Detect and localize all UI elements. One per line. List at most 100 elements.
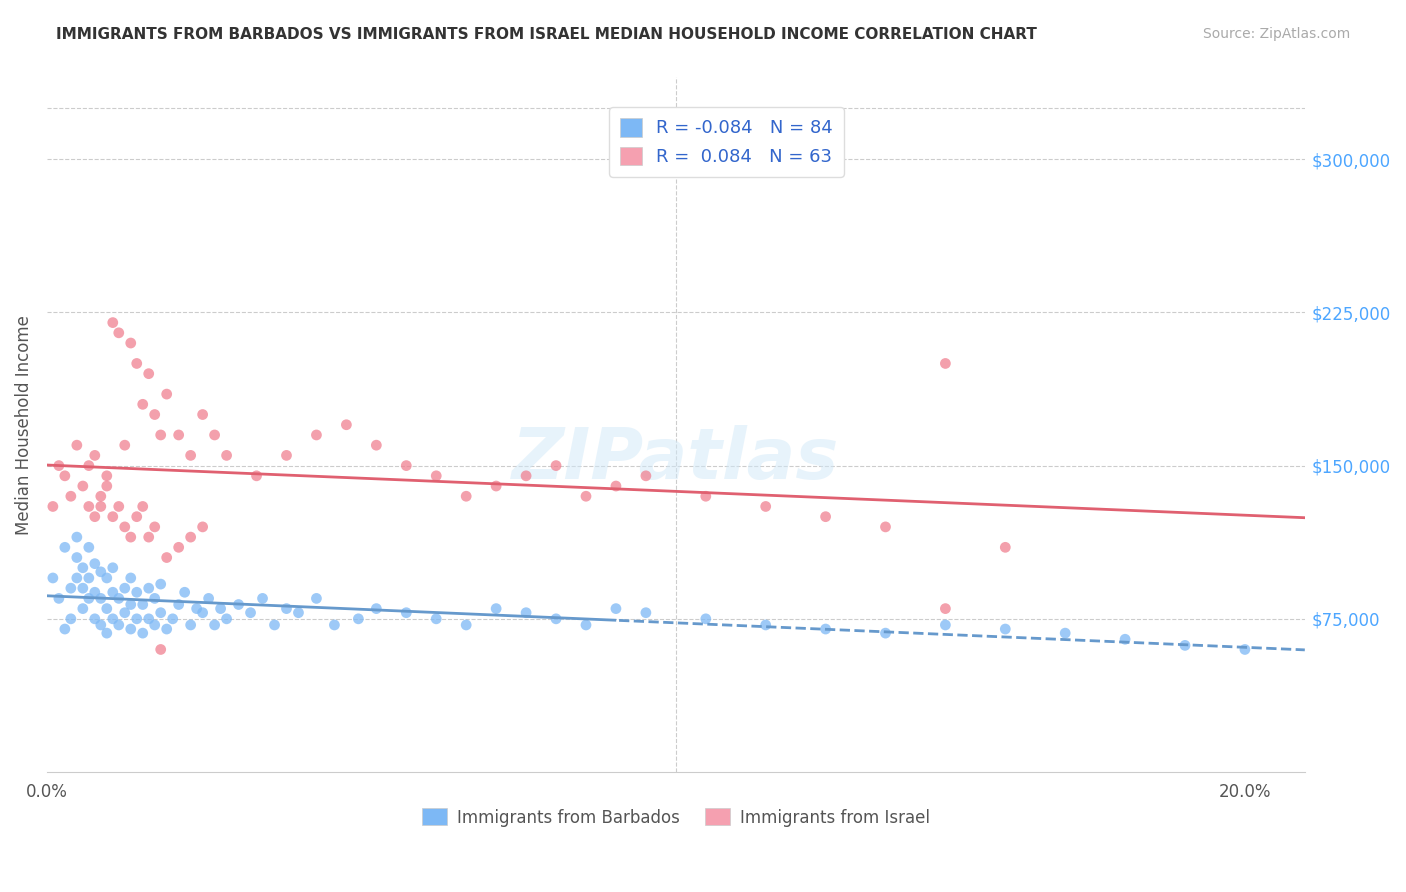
Point	[287, 606, 309, 620]
Point	[994, 541, 1017, 555]
Point	[252, 591, 274, 606]
Point	[755, 500, 778, 514]
Point	[143, 591, 166, 606]
Point	[239, 606, 262, 620]
Point	[96, 468, 118, 483]
Point	[120, 598, 142, 612]
Point	[66, 550, 89, 565]
Y-axis label: Median Household Income: Median Household Income	[15, 315, 32, 534]
Point	[90, 565, 112, 579]
Point	[180, 618, 202, 632]
Point	[695, 612, 717, 626]
Point	[77, 458, 100, 473]
Point	[425, 468, 447, 483]
Point	[167, 428, 190, 442]
Point	[107, 500, 129, 514]
Point	[138, 530, 160, 544]
Point	[814, 622, 837, 636]
Point	[245, 468, 267, 483]
Point	[42, 500, 65, 514]
Point	[197, 591, 219, 606]
Point	[485, 479, 508, 493]
Point	[167, 541, 190, 555]
Point	[138, 612, 160, 626]
Point	[263, 618, 285, 632]
Point	[125, 612, 148, 626]
Point	[215, 449, 238, 463]
Point	[107, 326, 129, 340]
Point	[96, 626, 118, 640]
Point	[814, 509, 837, 524]
Point	[1114, 632, 1136, 647]
Point	[228, 598, 250, 612]
Point	[107, 591, 129, 606]
Point	[90, 618, 112, 632]
Point	[366, 438, 388, 452]
Point	[125, 356, 148, 370]
Point	[132, 598, 155, 612]
Text: IMMIGRANTS FROM BARBADOS VS IMMIGRANTS FROM ISRAEL MEDIAN HOUSEHOLD INCOME CORRE: IMMIGRANTS FROM BARBADOS VS IMMIGRANTS F…	[56, 27, 1038, 42]
Point	[143, 408, 166, 422]
Point	[456, 618, 478, 632]
Point	[335, 417, 357, 432]
Point	[107, 618, 129, 632]
Point	[149, 606, 172, 620]
Point	[544, 612, 567, 626]
Point	[1174, 639, 1197, 653]
Point	[66, 438, 89, 452]
Text: Source: ZipAtlas.com: Source: ZipAtlas.com	[1202, 27, 1350, 41]
Point	[72, 581, 94, 595]
Point	[96, 479, 118, 493]
Point	[544, 458, 567, 473]
Point	[634, 468, 657, 483]
Point	[90, 500, 112, 514]
Point	[305, 428, 328, 442]
Point	[83, 449, 105, 463]
Point	[66, 530, 89, 544]
Point	[575, 618, 598, 632]
Point	[83, 585, 105, 599]
Point	[305, 591, 328, 606]
Point	[215, 612, 238, 626]
Point	[366, 601, 388, 615]
Point	[77, 591, 100, 606]
Point	[156, 387, 179, 401]
Point	[77, 571, 100, 585]
Point	[120, 336, 142, 351]
Point	[695, 489, 717, 503]
Point	[934, 356, 956, 370]
Point	[90, 591, 112, 606]
Point	[515, 468, 537, 483]
Point	[90, 489, 112, 503]
Point	[101, 509, 124, 524]
Point	[191, 520, 214, 534]
Point	[132, 500, 155, 514]
Point	[323, 618, 346, 632]
Point	[125, 585, 148, 599]
Point	[575, 489, 598, 503]
Point	[132, 397, 155, 411]
Point	[875, 520, 897, 534]
Point	[77, 541, 100, 555]
Point	[191, 408, 214, 422]
Point	[96, 601, 118, 615]
Text: ZIPatlas: ZIPatlas	[512, 425, 839, 494]
Point	[425, 612, 447, 626]
Point	[83, 557, 105, 571]
Point	[209, 601, 232, 615]
Point	[180, 530, 202, 544]
Legend: Immigrants from Barbados, Immigrants from Israel: Immigrants from Barbados, Immigrants fro…	[415, 802, 936, 833]
Point	[276, 601, 298, 615]
Point	[634, 606, 657, 620]
Point	[42, 571, 65, 585]
Point	[149, 428, 172, 442]
Point	[605, 601, 627, 615]
Point	[347, 612, 370, 626]
Point	[1233, 642, 1256, 657]
Point	[59, 489, 82, 503]
Point	[120, 530, 142, 544]
Point	[162, 612, 184, 626]
Point	[53, 622, 76, 636]
Point	[934, 601, 956, 615]
Point	[173, 585, 195, 599]
